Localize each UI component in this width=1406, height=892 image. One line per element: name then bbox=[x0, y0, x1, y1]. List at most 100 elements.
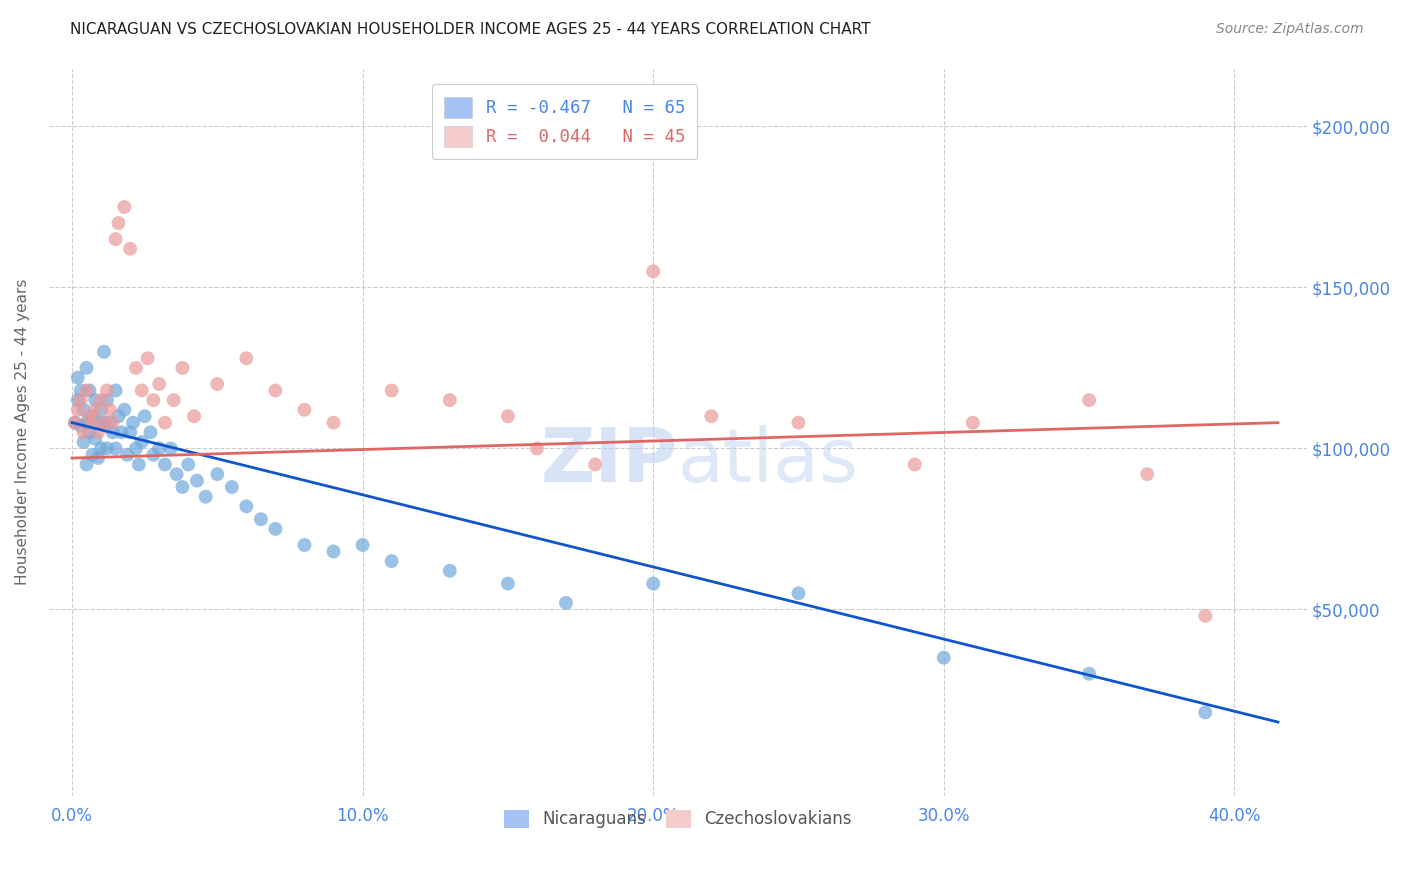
Point bbox=[104, 384, 127, 398]
Point bbox=[87, 425, 110, 440]
Point bbox=[63, 416, 86, 430]
Point bbox=[153, 458, 176, 472]
Point bbox=[107, 409, 129, 424]
Point bbox=[131, 384, 153, 398]
Point bbox=[93, 344, 115, 359]
Point bbox=[264, 522, 287, 536]
Point bbox=[101, 416, 124, 430]
Point bbox=[84, 402, 107, 417]
Point bbox=[136, 351, 159, 366]
Point bbox=[932, 650, 955, 665]
Point bbox=[250, 512, 273, 526]
Point bbox=[72, 434, 94, 449]
Point bbox=[183, 409, 205, 424]
Point bbox=[643, 264, 665, 278]
Text: Source: ZipAtlas.com: Source: ZipAtlas.com bbox=[1216, 22, 1364, 37]
Point bbox=[93, 416, 115, 430]
Point bbox=[96, 442, 118, 456]
Point bbox=[69, 418, 91, 433]
Point bbox=[82, 416, 104, 430]
Point bbox=[90, 442, 112, 456]
Point bbox=[66, 370, 89, 384]
Point bbox=[76, 360, 98, 375]
Point bbox=[555, 596, 578, 610]
Point bbox=[128, 458, 150, 472]
Point bbox=[112, 200, 135, 214]
Point bbox=[235, 351, 257, 366]
Point bbox=[148, 442, 170, 456]
Point bbox=[322, 416, 344, 430]
Point bbox=[69, 393, 91, 408]
Point bbox=[194, 490, 217, 504]
Point bbox=[110, 425, 132, 440]
Point bbox=[84, 432, 107, 446]
Point bbox=[66, 393, 89, 408]
Point bbox=[66, 402, 89, 417]
Point bbox=[148, 377, 170, 392]
Text: atlas: atlas bbox=[678, 425, 859, 498]
Point bbox=[381, 384, 404, 398]
Point bbox=[643, 576, 665, 591]
Point bbox=[63, 416, 86, 430]
Point bbox=[352, 538, 374, 552]
Point bbox=[294, 402, 316, 417]
Point bbox=[1078, 393, 1101, 408]
Point bbox=[69, 384, 91, 398]
Point bbox=[381, 554, 404, 568]
Point bbox=[207, 377, 229, 392]
Point bbox=[76, 458, 98, 472]
Point bbox=[186, 474, 208, 488]
Point bbox=[90, 393, 112, 408]
Point bbox=[1194, 608, 1216, 623]
Point bbox=[153, 416, 176, 430]
Point bbox=[439, 393, 461, 408]
Point bbox=[1078, 666, 1101, 681]
Text: NICARAGUAN VS CZECHOSLOVAKIAN HOUSEHOLDER INCOME AGES 25 - 44 YEARS CORRELATION : NICARAGUAN VS CZECHOSLOVAKIAN HOUSEHOLDE… bbox=[70, 22, 870, 37]
Point bbox=[139, 425, 162, 440]
Point bbox=[79, 425, 101, 440]
Point bbox=[87, 416, 110, 430]
Point bbox=[134, 409, 156, 424]
Point bbox=[904, 458, 927, 472]
Point bbox=[221, 480, 243, 494]
Point bbox=[101, 425, 124, 440]
Point bbox=[115, 448, 138, 462]
Point bbox=[1136, 467, 1159, 482]
Point bbox=[142, 393, 165, 408]
Point bbox=[76, 384, 98, 398]
Point bbox=[962, 416, 984, 430]
Point bbox=[207, 467, 229, 482]
Point bbox=[700, 409, 723, 424]
Point bbox=[294, 538, 316, 552]
Point bbox=[90, 402, 112, 417]
Point bbox=[79, 384, 101, 398]
Point bbox=[177, 458, 200, 472]
Point bbox=[98, 416, 121, 430]
Point bbox=[172, 480, 194, 494]
Point bbox=[1194, 706, 1216, 720]
Point bbox=[166, 467, 188, 482]
Point bbox=[79, 409, 101, 424]
Point bbox=[787, 416, 810, 430]
Point bbox=[322, 544, 344, 558]
Point bbox=[104, 442, 127, 456]
Point bbox=[264, 384, 287, 398]
Point bbox=[96, 393, 118, 408]
Point bbox=[583, 458, 606, 472]
Point bbox=[104, 232, 127, 246]
Point bbox=[787, 586, 810, 600]
Point bbox=[107, 216, 129, 230]
Point bbox=[72, 402, 94, 417]
Point bbox=[87, 451, 110, 466]
Point bbox=[112, 402, 135, 417]
Point bbox=[125, 442, 148, 456]
Point bbox=[439, 564, 461, 578]
Point bbox=[120, 242, 142, 256]
Point bbox=[82, 448, 104, 462]
Point bbox=[159, 442, 181, 456]
Point bbox=[131, 434, 153, 449]
Point bbox=[142, 448, 165, 462]
Point bbox=[526, 442, 548, 456]
Y-axis label: Householder Income Ages 25 - 44 years: Householder Income Ages 25 - 44 years bbox=[15, 279, 30, 585]
Point bbox=[122, 416, 145, 430]
